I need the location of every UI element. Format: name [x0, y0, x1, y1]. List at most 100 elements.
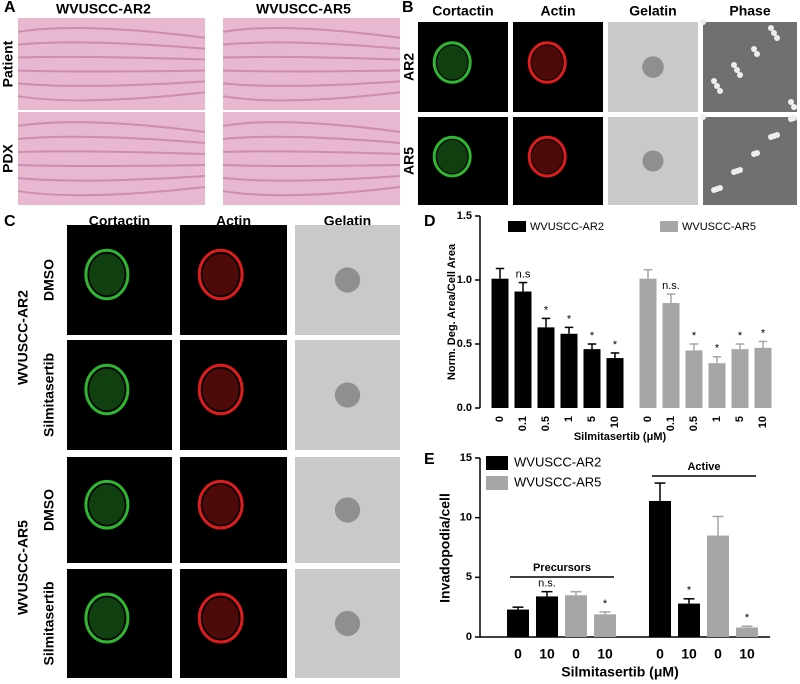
annotation: *: [692, 330, 697, 342]
row-label: AR5: [401, 147, 417, 175]
column-label: Phase: [729, 3, 770, 19]
row-label: DMSO: [41, 259, 57, 301]
cell: [84, 592, 130, 644]
x-tick-label: 0: [514, 646, 522, 662]
column-label: Actin: [216, 213, 251, 229]
cell-body: [436, 139, 468, 174]
row-label: Silmitasertib: [41, 353, 57, 437]
degradation-spot: [642, 150, 664, 172]
tissue-stroke: [17, 55, 206, 61]
x-tick-label: 0: [572, 646, 580, 662]
x-tick-label: 0.5: [688, 416, 700, 431]
bar: [649, 500, 671, 637]
cell-body: [202, 253, 239, 296]
x-tick-label: 0: [656, 646, 664, 662]
micrograph: [67, 457, 172, 563]
tissue-stroke: [17, 186, 206, 197]
cell-body: [202, 597, 239, 639]
x-tick-label: 10: [539, 646, 555, 662]
annotation: *: [761, 327, 766, 339]
bar: [536, 596, 558, 637]
annotation: n.s.: [538, 578, 556, 590]
annotation: *: [544, 304, 549, 316]
x-tick-label: 0.1: [517, 416, 529, 431]
legend-swatch: [508, 221, 526, 232]
column-label: Cortactin: [432, 3, 493, 19]
tissue-stroke: [222, 175, 401, 182]
x-axis-title: Silmitasertib (μM): [561, 664, 678, 680]
row-label: DMSO: [41, 489, 57, 531]
image-background: [418, 117, 508, 205]
group-label: Precursors: [533, 562, 591, 574]
group-label: WVUSCC-AR5: [15, 520, 31, 615]
phase-cell: [711, 78, 717, 84]
y-tick-label: 0: [466, 631, 472, 643]
degradation-spot: [334, 610, 361, 637]
row-label: PDX: [0, 143, 16, 172]
phase-cell: [788, 116, 794, 122]
micrograph: [67, 340, 172, 450]
panel-letter: C: [4, 213, 16, 230]
panel-letter: A: [4, 0, 16, 16]
x-tick-label: 10: [739, 646, 755, 662]
phase-cell: [700, 114, 706, 120]
phase-cell: [717, 88, 723, 94]
column-label: WVUSCC-AR5: [256, 1, 351, 17]
column-label: Actin: [541, 3, 576, 19]
image-background: [67, 457, 172, 563]
cell-body: [89, 597, 125, 639]
annotation: *: [738, 330, 743, 342]
y-tick-label: 5: [466, 571, 472, 583]
phase-cell: [731, 62, 737, 68]
micrograph: [180, 340, 287, 450]
cell: [197, 592, 244, 644]
cell-body: [89, 368, 125, 411]
legend-label: WVUSCC-AR2: [530, 221, 604, 233]
legend-swatch: [660, 221, 678, 232]
cell: [527, 135, 567, 178]
group-label: WVUSCC-AR2: [15, 290, 31, 385]
phase-cell: [731, 169, 737, 175]
cell-body: [436, 45, 468, 80]
x-tick-label: 0.5: [540, 416, 552, 431]
micrograph: [180, 457, 287, 563]
y-tick-label: 15: [460, 452, 472, 464]
phase-cell: [791, 104, 797, 110]
phase-cell: [714, 83, 720, 89]
phase-cell: [754, 51, 760, 57]
micrograph: [418, 117, 508, 205]
panel-letter: E: [424, 451, 435, 468]
column-label: Gelatin: [324, 213, 371, 229]
image-background: [513, 117, 603, 205]
phase-cell: [768, 25, 774, 31]
micrograph: [418, 22, 508, 112]
cell: [197, 248, 244, 301]
annotation: *: [687, 585, 692, 597]
tissue-stroke: [222, 121, 401, 133]
x-tick-label: 0: [714, 646, 722, 662]
x-tick-label: 1: [711, 416, 723, 422]
legend-swatch: [486, 456, 508, 470]
tissue-stroke: [17, 175, 206, 182]
cell-body: [531, 45, 563, 80]
x-tick-label: 10: [597, 646, 613, 662]
x-tick-label: 0: [494, 416, 506, 422]
cell: [432, 135, 472, 178]
legend-swatch: [486, 476, 508, 490]
row-label: Silmitasertib: [41, 581, 57, 665]
bar: [507, 609, 529, 637]
tissue-stroke: [222, 135, 401, 144]
micrograph: [67, 225, 172, 335]
micrograph: [700, 19, 797, 112]
tissue-stroke: [222, 91, 401, 102]
micrograph: [17, 112, 206, 205]
x-axis-title: Silmitasertib (μM): [574, 431, 667, 443]
column-label: WVUSCC-AR2: [56, 1, 151, 17]
degradation-spot: [334, 497, 361, 523]
bar: [731, 349, 749, 408]
row-label: AR2: [401, 53, 417, 81]
phase-cell: [771, 30, 777, 36]
tissue-stroke: [222, 26, 401, 39]
bar: [736, 627, 758, 637]
